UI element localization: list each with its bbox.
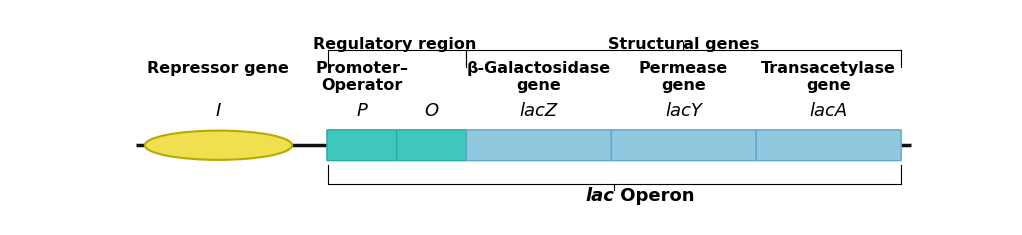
FancyBboxPatch shape [397,130,466,161]
Text: lacA: lacA [809,102,847,120]
Text: Repressor gene: Repressor gene [147,61,289,75]
Text: O: O [424,102,438,120]
FancyBboxPatch shape [327,130,397,161]
Text: Operon: Operon [614,187,695,205]
Text: β-Galactosidase
gene: β-Galactosidase gene [466,61,610,93]
Text: lac: lac [586,187,614,205]
Text: I: I [216,102,221,120]
Text: Permease
gene: Permease gene [639,61,728,93]
FancyBboxPatch shape [756,130,901,161]
Text: lacZ: lacZ [519,102,558,120]
Text: Structural genes: Structural genes [608,37,759,52]
Text: Transacetylase
gene: Transacetylase gene [761,61,896,93]
Text: Promoter–
Operator: Promoter– Operator [316,61,409,93]
Ellipse shape [145,131,292,160]
Text: lacY: lacY [665,102,702,120]
Text: Regulatory region: Regulatory region [313,37,476,52]
FancyBboxPatch shape [611,130,756,161]
Text: P: P [357,102,367,120]
FancyBboxPatch shape [466,130,611,161]
